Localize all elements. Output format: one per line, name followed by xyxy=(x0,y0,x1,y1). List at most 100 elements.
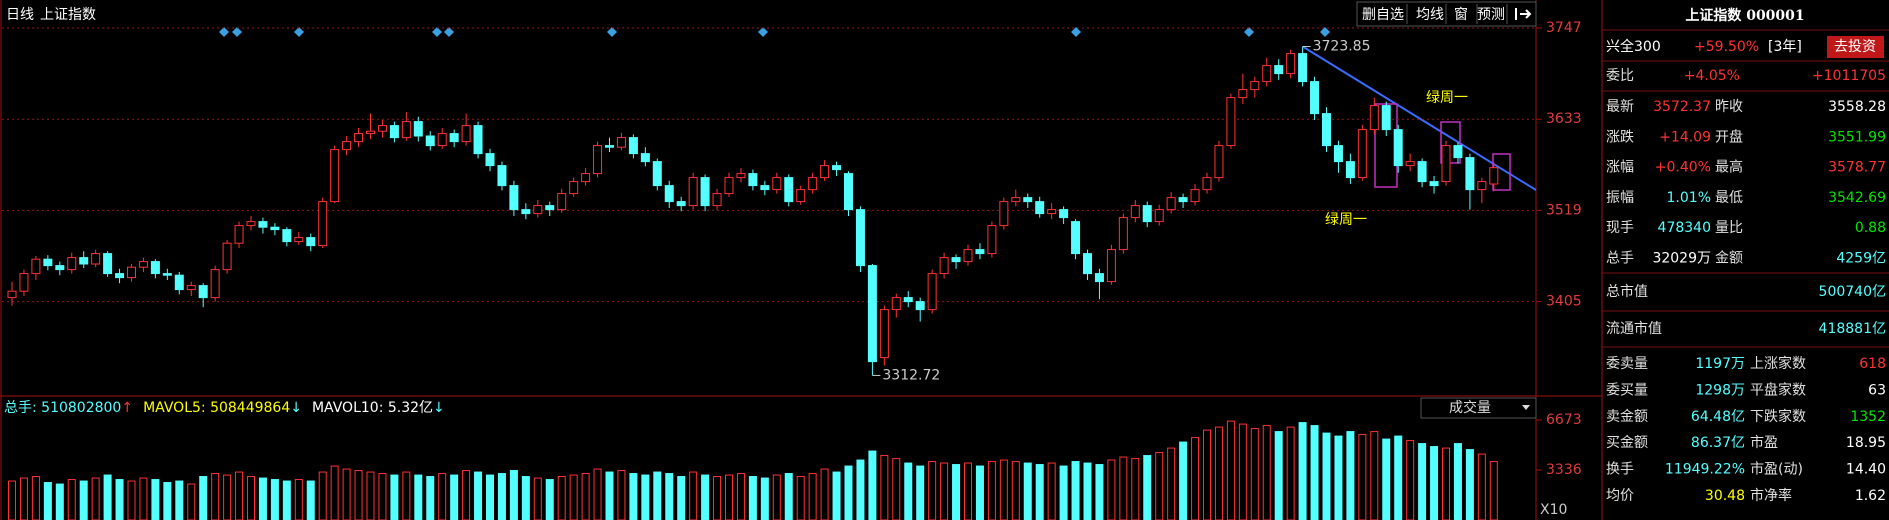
y-tick-label: 3405 xyxy=(1546,294,1582,310)
event-marker xyxy=(1071,27,1081,37)
field-value: 500740亿 xyxy=(1819,284,1886,300)
volume-bar xyxy=(1059,465,1068,520)
volume-bar xyxy=(390,474,399,520)
invest-button-bg[interactable] xyxy=(1827,36,1884,58)
candle-body xyxy=(1429,181,1439,187)
candle-body xyxy=(927,273,937,311)
candle-body xyxy=(939,257,949,275)
candle-body xyxy=(975,249,985,255)
candle-body xyxy=(748,173,758,187)
volume-bar xyxy=(880,455,889,520)
field-label: 振幅 xyxy=(1606,190,1634,206)
field-value: 418881亿 xyxy=(1819,321,1886,337)
volume-bar xyxy=(402,471,411,520)
candle-body xyxy=(270,226,280,231)
ratio-label: 委比 xyxy=(1606,68,1634,84)
volume-bar xyxy=(223,474,232,520)
legend-arrow: ↑ xyxy=(121,400,133,416)
candle-body xyxy=(210,269,220,299)
field-label: 市净率 xyxy=(1750,487,1792,504)
field-value: 478340 xyxy=(1658,220,1711,236)
event-marker xyxy=(294,27,304,37)
volume-bar xyxy=(1286,426,1295,520)
candle-body xyxy=(951,257,961,263)
candle-body xyxy=(461,125,471,143)
candle-body xyxy=(1465,157,1475,191)
field-value: 14.40 xyxy=(1846,462,1886,478)
volume-bar xyxy=(916,465,925,520)
volume-bar xyxy=(318,471,327,520)
volume-bar xyxy=(1250,428,1259,520)
volume-bar xyxy=(79,480,88,520)
candle-body xyxy=(999,201,1009,227)
volume-bar xyxy=(199,476,208,520)
volume-bar xyxy=(1238,423,1247,520)
candle-body xyxy=(1262,65,1272,83)
field-label: 上涨家数 xyxy=(1750,355,1806,372)
volume-bar xyxy=(772,474,781,520)
candle-body xyxy=(282,229,292,243)
toolbar-button[interactable]: 预测 xyxy=(1477,7,1505,23)
candle-body xyxy=(497,165,507,187)
indicator-dropdown[interactable] xyxy=(1420,397,1537,419)
candle-body xyxy=(79,257,89,265)
exit-icon[interactable] xyxy=(1515,8,1532,20)
event-marker xyxy=(232,27,242,37)
candle-body xyxy=(1059,209,1069,219)
field-label: 涨跌 xyxy=(1606,129,1634,145)
indicator-title[interactable]: 成交量 xyxy=(1449,399,1491,416)
volume-bar xyxy=(1394,435,1403,520)
candle-body xyxy=(389,125,399,139)
candle-body xyxy=(473,125,483,155)
candle-body xyxy=(318,201,328,247)
volume-bar xyxy=(689,471,698,520)
volume-bar xyxy=(330,465,339,520)
y-tick-label: 3336 xyxy=(1546,462,1582,478)
volume-bar xyxy=(581,473,590,520)
candle-body xyxy=(796,189,806,203)
volume-bar xyxy=(820,468,829,520)
field-label: 委卖量 xyxy=(1606,356,1648,372)
volume-bar xyxy=(1047,462,1056,520)
volume-bar xyxy=(521,476,530,520)
volume-bar xyxy=(1298,422,1307,520)
field-value: 3551.99 xyxy=(1828,129,1886,145)
volume-bar xyxy=(748,476,757,520)
volume-bar xyxy=(952,464,961,520)
candle-body xyxy=(1310,81,1320,115)
promo-button[interactable]: 去投资 xyxy=(1834,39,1876,55)
toolbar-button[interactable]: 删自选 xyxy=(1362,7,1404,23)
candle-body xyxy=(43,258,53,267)
volume-bar xyxy=(187,483,196,520)
candle-body xyxy=(1286,53,1296,75)
volume-bar xyxy=(378,473,387,520)
field-label: 最高 xyxy=(1715,159,1743,176)
volume-bar xyxy=(808,473,817,520)
candle-body xyxy=(1489,167,1499,185)
candle-body xyxy=(127,266,136,279)
candle-body xyxy=(1405,161,1415,167)
toolbar-button[interactable]: 窗 xyxy=(1454,6,1468,23)
volume-bar xyxy=(91,477,100,520)
volume-bar xyxy=(1442,447,1450,520)
volume-bar xyxy=(235,471,244,520)
candle-body xyxy=(509,185,519,211)
volume-bar xyxy=(533,477,542,520)
volume-bar xyxy=(151,479,160,520)
trend-line xyxy=(1302,45,1537,191)
volume-bar xyxy=(366,471,375,520)
candle-body xyxy=(437,133,447,147)
volume-bar xyxy=(1167,447,1176,520)
candle-body xyxy=(700,177,710,207)
volume-bar xyxy=(1095,464,1104,520)
toolbar-button[interactable]: 均线 xyxy=(1416,7,1444,23)
field-label: 均价 xyxy=(1606,488,1634,504)
field-value: +14.09 xyxy=(1659,129,1711,145)
volume-bar xyxy=(713,476,722,520)
volume-bar xyxy=(629,473,638,520)
volume-bar xyxy=(593,468,602,520)
volume-bar xyxy=(1346,431,1355,520)
candle-body xyxy=(1441,145,1451,183)
candle-body xyxy=(425,135,435,147)
candle-body xyxy=(1047,209,1057,215)
